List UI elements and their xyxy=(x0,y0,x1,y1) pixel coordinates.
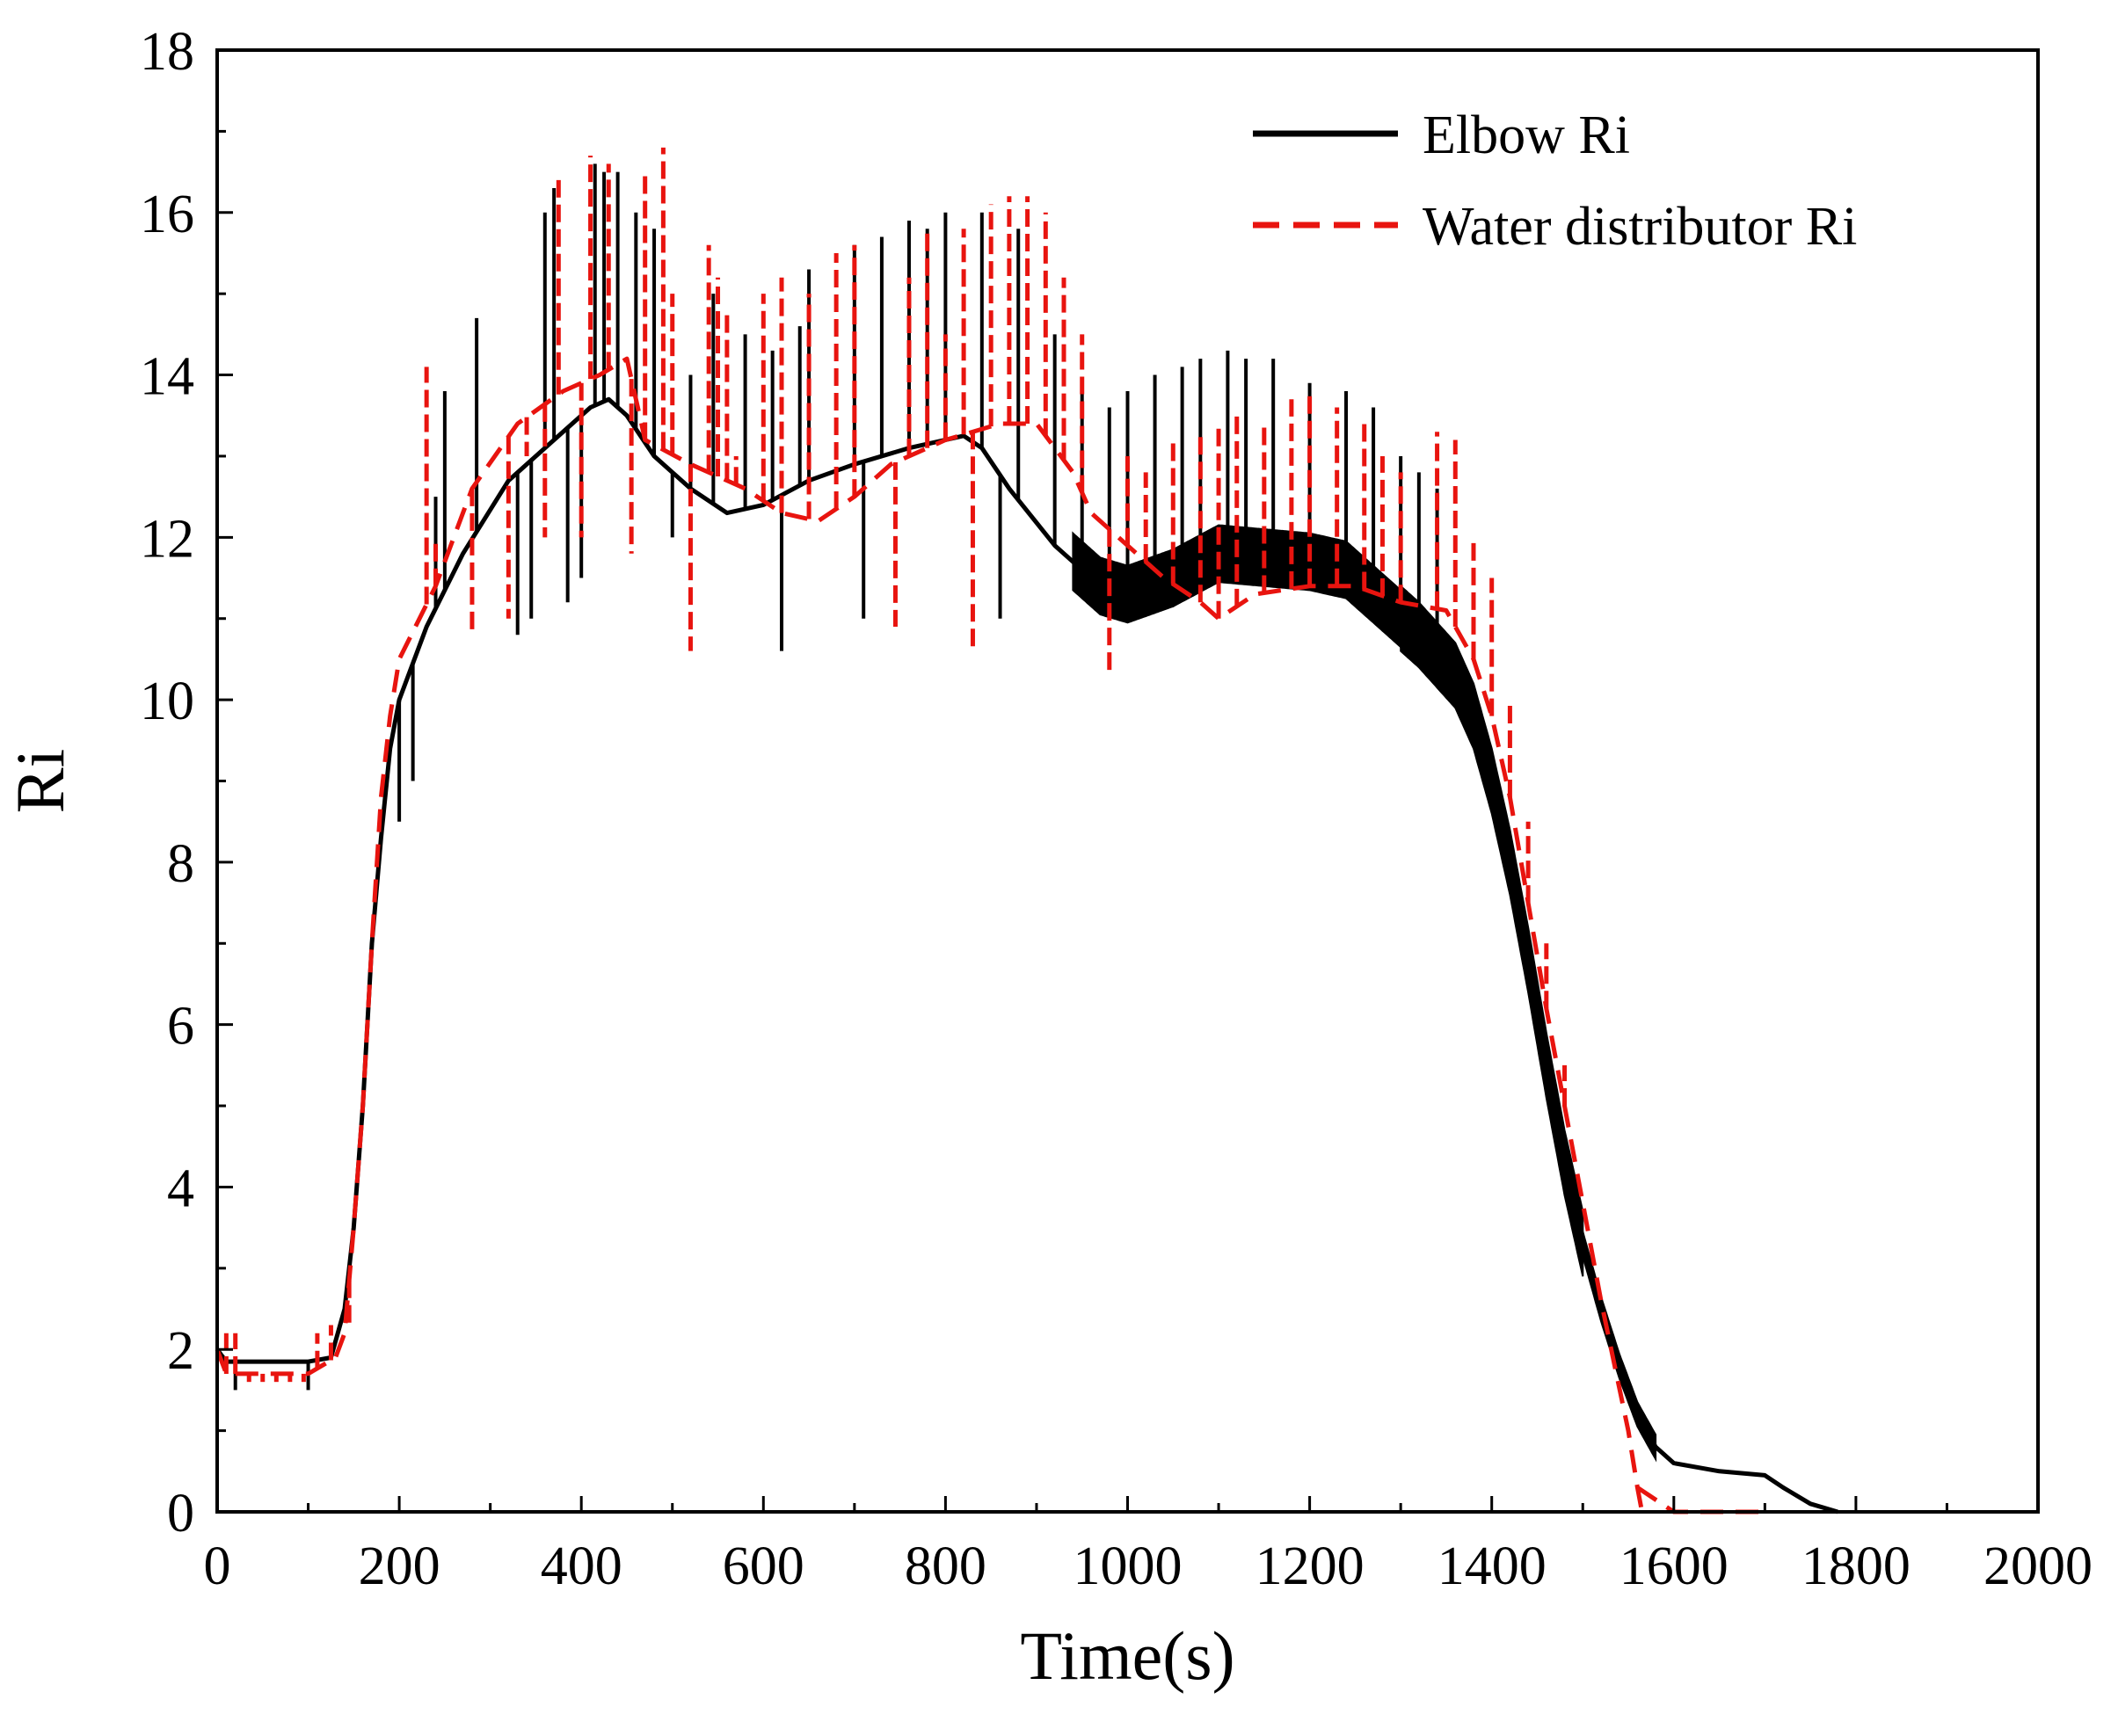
y-tick-label: 2 xyxy=(167,1321,194,1381)
x-tick-label: 2000 xyxy=(1983,1536,2093,1596)
legend-label-elbow-ri: Elbow Ri xyxy=(1423,105,1630,165)
x-axis-label: Time(s) xyxy=(1020,1617,1234,1694)
y-tick-label: 16 xyxy=(140,185,194,244)
y-tick-label: 4 xyxy=(167,1159,194,1218)
x-tick-label: 1200 xyxy=(1256,1536,1365,1596)
water-distributor-ri-line xyxy=(215,356,1645,1513)
x-tick-label: 0 xyxy=(204,1536,231,1596)
plot-area xyxy=(215,147,1838,1514)
elbow-ri-oscillation-band xyxy=(1400,584,1584,1277)
y-tick-label: 18 xyxy=(140,22,194,82)
x-tick-label: 1000 xyxy=(1074,1536,1183,1596)
x-tick-label: 400 xyxy=(541,1536,622,1596)
y-axis-label: Ri xyxy=(2,749,78,814)
series-water-distributor-ri xyxy=(215,147,1765,1514)
x-tick-label: 200 xyxy=(359,1536,440,1596)
y-tick-label: 6 xyxy=(167,997,194,1057)
x-tick-label: 800 xyxy=(905,1536,986,1596)
y-tick-label: 8 xyxy=(167,834,194,894)
legend: Elbow Ri Water distributor Ri xyxy=(1253,105,1857,257)
series-elbow-ri xyxy=(215,163,1838,1514)
y-tick-label: 0 xyxy=(167,1484,194,1544)
x-tick-label: 1600 xyxy=(1619,1536,1729,1596)
y-tick-label: 12 xyxy=(140,509,194,569)
y-tick-label: 10 xyxy=(140,672,194,731)
x-tick-label: 1400 xyxy=(1437,1536,1547,1596)
legend-label-water-distributor-ri: Water distributor Ri xyxy=(1423,197,1857,257)
y-tick-label: 14 xyxy=(140,347,194,407)
axis-ticks: 0 200 400 600 800 1000 1200 1400 1600 1800 2000 0 2 4… xyxy=(140,22,2093,1596)
plot-frame xyxy=(215,48,2040,1514)
x-tick-label: 600 xyxy=(723,1536,804,1596)
x-tick-label: 1800 xyxy=(1801,1536,1911,1596)
elbow-ri-line xyxy=(215,396,1838,1514)
water-distributor-ri-tail xyxy=(1636,1485,1765,1514)
